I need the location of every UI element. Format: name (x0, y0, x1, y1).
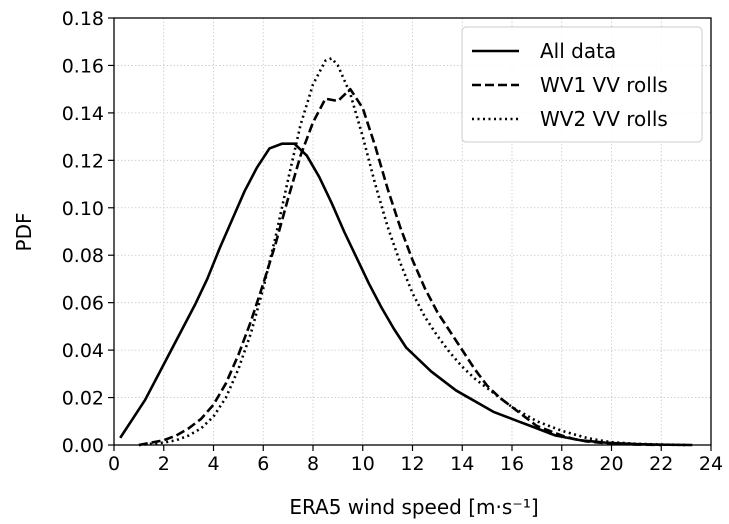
y-tick-label: 0.18 (62, 8, 104, 30)
legend: All data WV1 VV rolls WV2 VV rolls (461, 26, 703, 143)
legend-label-1: All data (540, 39, 616, 63)
y-tick-label: 0.10 (62, 198, 104, 220)
legend-label-2: WV1 VV rolls (540, 73, 668, 97)
series-line-3 (138, 57, 687, 447)
series-line-1 (119, 142, 693, 447)
x-tick-label: 12 (400, 453, 424, 475)
x-tick-label: 24 (699, 453, 723, 475)
y-tick-label: 0.04 (62, 340, 104, 362)
y-tick-label: 0.14 (62, 103, 104, 125)
x-axis-label: ERA5 wind speed [m·s⁻¹] (289, 495, 538, 519)
axis-ticks: 0 2 4 6 8 10 12 14 16 18 20 22 240.000.020.040.060.0… (62, 8, 723, 475)
y-tick-label: 0.06 (62, 293, 104, 315)
y-tick-label: 0.08 (62, 245, 104, 267)
x-tick-label: 10 (351, 453, 375, 475)
y-tick-label: 0.12 (62, 150, 104, 172)
legend-box (461, 26, 703, 143)
legend-label-3: WV2 VV rolls (540, 107, 668, 131)
x-tick-label: 2 (158, 453, 170, 475)
x-tick-label: 8 (307, 453, 319, 475)
x-tick-label: 18 (550, 453, 574, 475)
x-tick-label: 16 (500, 453, 524, 475)
y-tick-label: 0.16 (62, 55, 104, 77)
x-tick-label: 14 (450, 453, 474, 475)
series-line-2 (138, 87, 662, 447)
x-tick-label: 20 (599, 453, 623, 475)
y-tick-label: 0.02 (62, 388, 104, 410)
series-lines (119, 57, 693, 447)
x-tick-label: 22 (649, 453, 673, 475)
x-tick-label: 0 (108, 453, 120, 475)
x-tick-label: 6 (257, 453, 269, 475)
x-tick-label: 4 (207, 453, 219, 475)
y-tick-label: 0.00 (62, 435, 104, 457)
y-axis-label: PDF (12, 213, 36, 252)
